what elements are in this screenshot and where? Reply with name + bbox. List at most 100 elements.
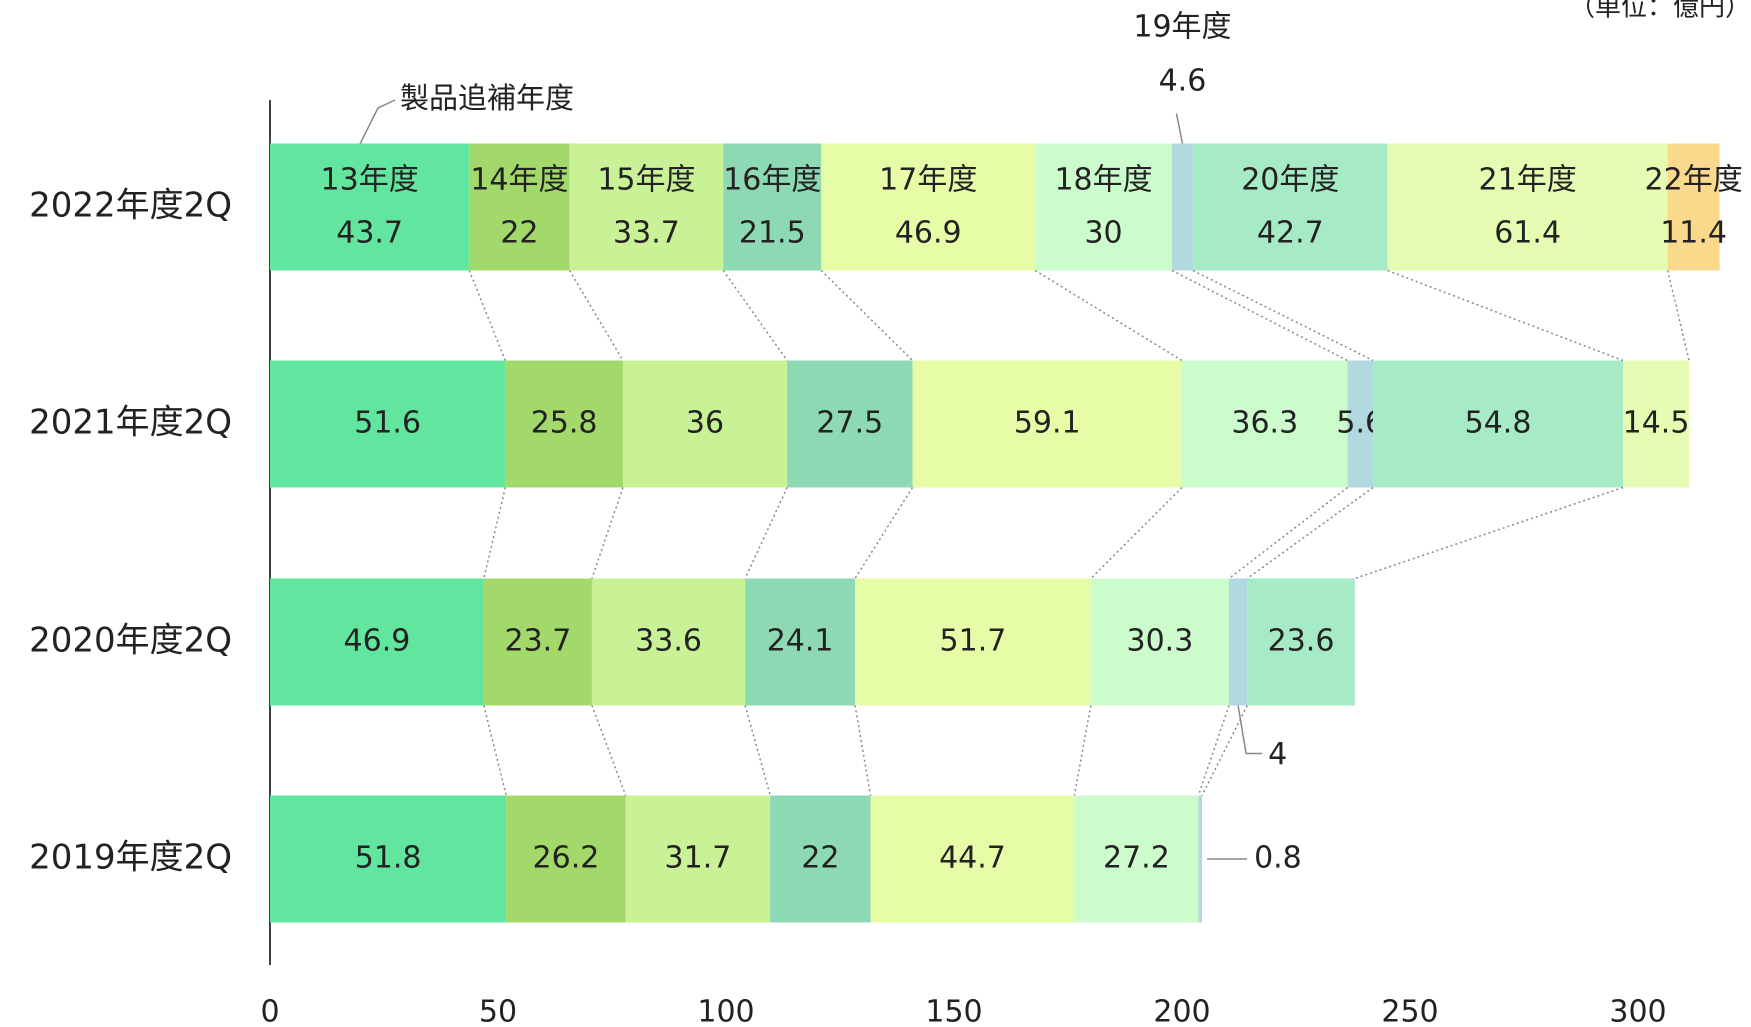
x-tick-label: 0 [260,995,279,1027]
series-name: 22年度 [1645,163,1743,198]
bar-segment [1228,578,1248,706]
bar-segment [770,795,871,923]
label-leader [1237,705,1263,755]
bar-segment [1171,143,1193,271]
value-label: 27.2 [1103,841,1170,876]
value-label: 44.7 [939,841,1006,876]
value-label: 23.6 [1268,624,1335,659]
bar-segment [723,143,822,271]
value-label: 59.1 [1014,406,1081,441]
series-name: 18年度 [1054,163,1152,198]
bar-segment [787,360,913,488]
connector [468,270,506,361]
bar-segment [1182,360,1348,488]
connector [1201,705,1248,796]
value-label: 31.7 [665,841,732,876]
value-label: 43.7 [336,216,403,251]
x-tick-label: 250 [1381,995,1438,1027]
series-name: 15年度 [597,163,695,198]
series-name: 19年度 [1133,10,1231,45]
value-label: 36.3 [1231,406,1298,441]
value-label: 22 [801,841,839,876]
value-label: 23.7 [505,624,572,659]
value-label: 26.2 [533,841,600,876]
bar-segment [1198,795,1203,923]
value-label: 51.7 [940,624,1007,659]
bar-segment [483,578,592,706]
value-label: 14.5 [1623,406,1690,441]
value-label: 36 [686,406,724,441]
bar-segment [1622,360,1690,488]
series-name: 21年度 [1479,163,1577,198]
connector [1171,269,1348,362]
connector [744,705,771,796]
connector [744,487,788,579]
connector [1246,486,1374,580]
annotation: 製品追補年度 [400,81,574,115]
value-label: 51.6 [354,406,421,441]
bar-segment [1192,143,1388,271]
value-label: 46.9 [344,624,411,659]
bar-segment [745,578,856,706]
bar-segment [591,578,746,706]
series-name: 13年度 [321,163,419,198]
value-label: 54.8 [1465,406,1532,441]
bar-segment [1373,360,1623,488]
bar-segment [506,795,626,923]
bar-segment [625,795,771,923]
bar-segment [870,795,1075,923]
series-name: 16年度 [723,163,821,198]
bar-segment [569,143,724,271]
value-label: 51.8 [355,841,422,876]
connector [1387,269,1624,362]
connector [483,487,507,579]
value-label: 30.3 [1126,624,1193,659]
series-name: 20年度 [1241,163,1339,198]
x-tick-label: 100 [697,995,754,1027]
category-label: 2022年度2Q [29,186,232,226]
connector [1073,705,1092,796]
annotation-leader [351,99,396,161]
x-tick-label: 50 [479,995,517,1027]
category-label: 2019年度2Q [29,838,232,878]
bar-segment [622,360,788,488]
bar-segment [912,360,1182,488]
value-label: 22 [500,216,538,251]
connector [1666,270,1690,361]
value-label: 61.4 [1494,216,1561,251]
connector [1354,486,1624,580]
connector [591,487,624,579]
bar-segment [855,578,1091,706]
connector [854,705,872,796]
bar-segment [270,795,507,923]
connector [1090,486,1183,580]
bar-segment [270,360,506,488]
value-label: 0.8 [1254,841,1302,876]
bar-segment [1247,578,1355,706]
value-label: 33.7 [613,216,680,251]
value-label: 11.4 [1660,216,1727,251]
bar-segment [270,578,484,706]
connector [722,270,788,361]
bar-segment [469,143,570,271]
bar-segment [1667,143,1720,271]
bar-segment [270,143,470,271]
value-label: 27.5 [816,406,883,441]
connector [1228,486,1348,580]
value-label: 21.5 [739,216,806,251]
value-label: 25.8 [531,406,598,441]
series-name: 17年度 [879,163,977,198]
value-label: 33.6 [635,624,702,659]
category-label: 2020年度2Q [29,621,232,661]
bar-segment [505,360,623,488]
value-label: 24.1 [767,624,834,659]
x-tick-label: 300 [1609,995,1666,1027]
bar-segment [821,143,1036,271]
series-name: 14年度 [470,163,568,198]
bar-segment [1035,143,1172,271]
value-label: 30 [1084,216,1122,251]
category-label: 2021年度2Q [29,403,232,443]
x-tick-label: 150 [925,995,982,1027]
connector [483,705,507,796]
